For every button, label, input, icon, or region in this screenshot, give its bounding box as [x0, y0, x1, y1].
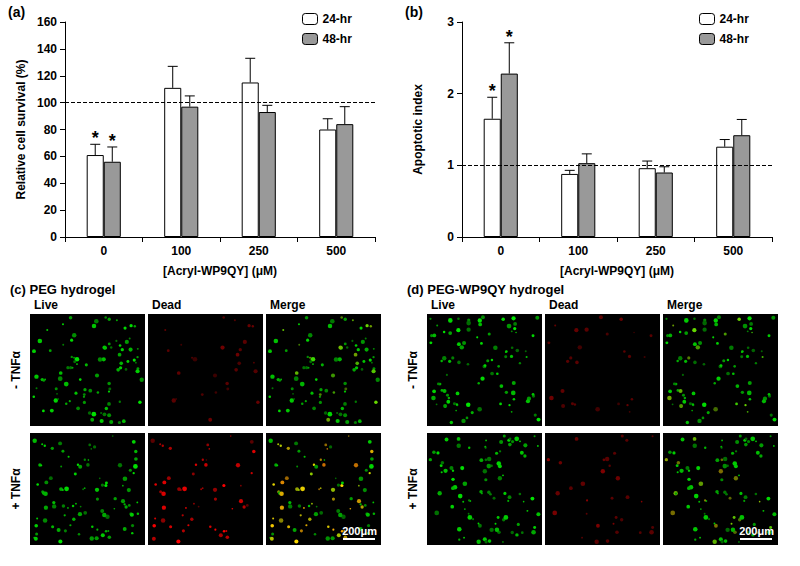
svg-text:Merge: Merge — [270, 298, 306, 312]
svg-text:40: 40 — [44, 176, 58, 190]
svg-text:0: 0 — [497, 244, 504, 258]
svg-text:200μm: 200μm — [739, 525, 774, 537]
svg-text:200μm: 200μm — [342, 525, 377, 537]
svg-text:48-hr: 48-hr — [720, 32, 750, 46]
svg-text:- TNFα: - TNFα — [9, 350, 23, 389]
svg-text:500: 500 — [723, 244, 743, 258]
svg-text:*: * — [109, 131, 116, 151]
svg-text:0: 0 — [100, 244, 107, 258]
svg-text:Dead: Dead — [152, 298, 181, 312]
svg-text:0: 0 — [50, 230, 57, 244]
svg-text:0: 0 — [447, 230, 454, 244]
svg-text:[Acryl-WP9QY] (μM): [Acryl-WP9QY] (μM) — [163, 264, 277, 278]
svg-text:20: 20 — [44, 203, 58, 217]
svg-text:(c) PEG hydrogel: (c) PEG hydrogel — [10, 282, 115, 297]
svg-text:Dead: Dead — [549, 298, 578, 312]
svg-text:*: * — [92, 128, 99, 148]
svg-text:2: 2 — [447, 87, 454, 101]
svg-text:500: 500 — [326, 244, 346, 258]
svg-text:1: 1 — [447, 158, 454, 172]
svg-text:250: 250 — [249, 244, 269, 258]
svg-text:+ TNFα: + TNFα — [9, 468, 23, 510]
svg-text:(b): (b) — [405, 4, 423, 20]
svg-text:Live: Live — [34, 298, 58, 312]
svg-text:24-hr: 24-hr — [323, 12, 353, 26]
svg-text:100: 100 — [171, 244, 191, 258]
svg-text:(d) PEG-WP9QY hydrogel: (d) PEG-WP9QY hydrogel — [407, 282, 564, 297]
svg-text:3: 3 — [447, 15, 454, 29]
svg-text:140: 140 — [37, 42, 57, 56]
svg-text:Relative cell survival (%): Relative cell survival (%) — [14, 59, 28, 199]
svg-text:(a): (a) — [8, 4, 25, 20]
svg-text:120: 120 — [37, 69, 57, 83]
svg-text:60: 60 — [44, 149, 58, 163]
svg-text:Merge: Merge — [667, 298, 703, 312]
svg-text:48-hr: 48-hr — [323, 32, 353, 46]
svg-text:Apoptotic index: Apoptotic index — [411, 84, 425, 175]
svg-text:Live: Live — [431, 298, 455, 312]
svg-text:*: * — [506, 27, 513, 47]
svg-text:250: 250 — [646, 244, 666, 258]
svg-text:80: 80 — [44, 123, 58, 137]
svg-text:100: 100 — [568, 244, 588, 258]
svg-text:- TNFα: - TNFα — [406, 350, 420, 389]
svg-text:+ TNFα: + TNFα — [406, 468, 420, 510]
svg-text:24-hr: 24-hr — [720, 12, 750, 26]
svg-text:160: 160 — [37, 15, 57, 29]
svg-text:*: * — [489, 81, 496, 101]
svg-text:[Acryl-WP9QY] (μM): [Acryl-WP9QY] (μM) — [560, 264, 674, 278]
svg-text:100: 100 — [37, 96, 57, 110]
